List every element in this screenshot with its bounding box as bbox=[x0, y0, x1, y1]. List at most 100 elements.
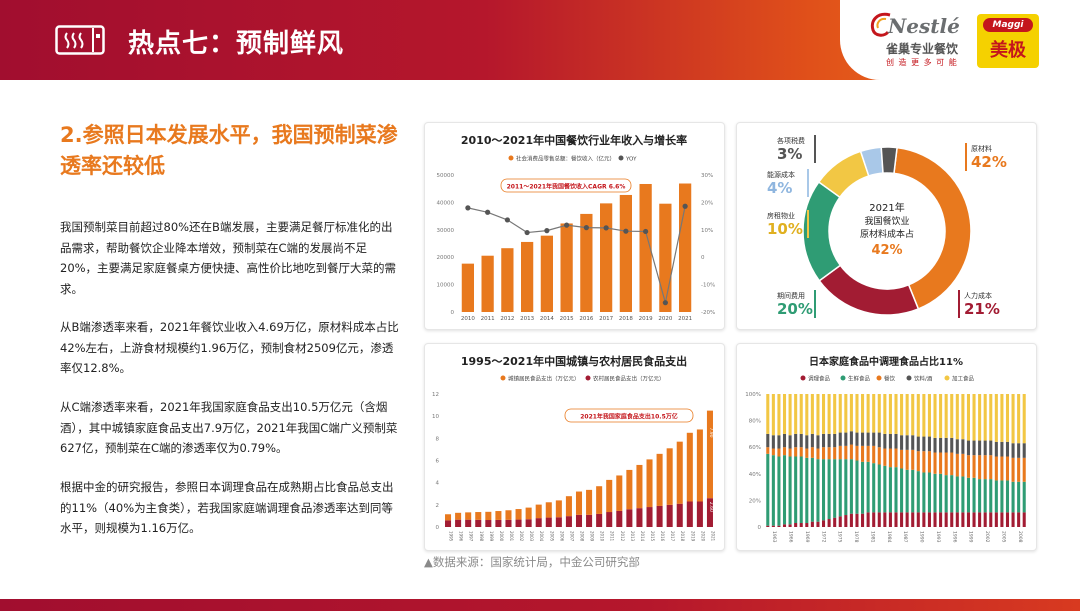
x-tick-label: 1998 bbox=[479, 531, 484, 542]
bar-segment bbox=[821, 394, 826, 434]
urban-value-label: 7.90 bbox=[708, 427, 714, 437]
bar-segment bbox=[900, 435, 904, 450]
bar-segment bbox=[788, 456, 792, 525]
bar-segment bbox=[844, 459, 848, 516]
x-tick-label: 1972 bbox=[820, 531, 826, 543]
bar-urban bbox=[586, 489, 593, 515]
bar-segment bbox=[888, 512, 892, 527]
maggi-wordmark: Maggi bbox=[983, 18, 1033, 32]
bar-segment bbox=[933, 473, 937, 513]
x-tick-label: 2021 bbox=[710, 531, 715, 542]
bar-segment bbox=[894, 394, 898, 434]
bar-segment bbox=[1017, 443, 1021, 458]
donut-slice bbox=[818, 264, 920, 316]
bar-segment bbox=[883, 394, 887, 434]
bar-urban bbox=[596, 486, 603, 514]
bar-segment bbox=[994, 456, 998, 481]
slice-value: 20% bbox=[777, 300, 813, 318]
bar-urban bbox=[565, 496, 572, 517]
bar-segment bbox=[805, 448, 809, 458]
bar-segment bbox=[1011, 443, 1015, 458]
x-tick-label: 1995 bbox=[449, 531, 454, 542]
bar-segment bbox=[777, 525, 781, 527]
microwave-icon bbox=[55, 25, 105, 55]
x-tick-label: 2017 bbox=[599, 316, 613, 322]
x-tick-label: 2018 bbox=[619, 316, 633, 322]
bar-segment bbox=[1022, 457, 1026, 482]
bar-urban bbox=[676, 441, 683, 504]
yoy-point bbox=[465, 205, 471, 211]
bar-segment bbox=[844, 432, 848, 446]
bar-segment bbox=[838, 432, 842, 446]
yoy-point bbox=[643, 228, 649, 235]
paragraph-3: 从C端渗透率来看，2021年我国家庭食品支出10.5万亿元（含烟酒），其中城镇家… bbox=[60, 400, 398, 455]
legend-label: 农村居民食品支出（万亿元） bbox=[593, 375, 665, 383]
bar-rural bbox=[565, 516, 572, 527]
revenue-growth-chart: 2010～2021年中国餐饮行业年收入与增长率 社会消费品零售总额：餐饮收入（亿… bbox=[437, 133, 716, 322]
bar-segment bbox=[950, 452, 954, 476]
bar-segment bbox=[794, 433, 798, 448]
bar-segment bbox=[866, 512, 870, 527]
bar-segment bbox=[844, 394, 848, 433]
bar-rural bbox=[475, 519, 482, 527]
bar-segment bbox=[788, 435, 792, 449]
bar-segment bbox=[916, 512, 920, 527]
bar-urban bbox=[465, 512, 472, 520]
bar-segment bbox=[872, 432, 876, 446]
bar-segment bbox=[966, 394, 971, 441]
bar-rural bbox=[606, 512, 613, 527]
bar-segment bbox=[799, 523, 803, 527]
bar-segment bbox=[905, 435, 909, 450]
bar-rural bbox=[515, 519, 522, 527]
chart-panel-food-spend: 1995～2021年中国城镇与农村居民食品支出 城镇居民食品支出（万亿元） 农村… bbox=[424, 343, 725, 551]
nestle-slogan: 创 造 更 多 可 能 bbox=[886, 58, 958, 67]
x-tick-label: 2009 bbox=[590, 531, 595, 542]
x-tick-label: 2006 bbox=[559, 531, 564, 542]
nestle-professional-label: 雀巢专业餐饮 bbox=[886, 42, 959, 56]
x-tick-label: 2001 bbox=[509, 531, 514, 542]
bar-segment bbox=[799, 433, 803, 448]
bar-revenue bbox=[679, 183, 692, 312]
bar-segment bbox=[827, 519, 831, 527]
bar-segment bbox=[1017, 481, 1021, 513]
bar-segment bbox=[994, 480, 998, 513]
bar-segment bbox=[821, 433, 826, 448]
x-tick-label: 2010 bbox=[461, 316, 475, 322]
bar-segment bbox=[771, 435, 775, 449]
bar-segment bbox=[916, 436, 920, 452]
bar-segment bbox=[950, 437, 954, 453]
yoy-point bbox=[504, 217, 510, 223]
label-marker bbox=[807, 210, 809, 238]
legend-swatch-rural bbox=[585, 375, 591, 381]
x-tick-label: 2013 bbox=[630, 531, 635, 542]
bar-segment bbox=[1000, 512, 1004, 527]
x-tick-label: 1993 bbox=[935, 531, 941, 543]
bar-segment bbox=[983, 479, 987, 513]
y-tick-label: 0 bbox=[451, 310, 455, 316]
legend-label: YOY bbox=[625, 157, 637, 163]
maggi-cn-label: 美极 bbox=[990, 40, 1026, 61]
bar-segment bbox=[933, 437, 937, 453]
bar-segment bbox=[883, 512, 887, 527]
legend-swatch bbox=[876, 375, 882, 381]
bar-segment bbox=[777, 435, 781, 449]
bar-segment bbox=[877, 394, 881, 433]
maggi-logo: Maggi 美极 bbox=[977, 14, 1039, 68]
bar-segment bbox=[771, 455, 775, 526]
bar-segment bbox=[927, 512, 931, 527]
footer-bar bbox=[0, 599, 1080, 611]
bar-revenue bbox=[461, 263, 474, 312]
bar-revenue bbox=[639, 183, 652, 312]
logo-area bbox=[840, 0, 1080, 80]
x-tick-label: 2014 bbox=[640, 531, 645, 542]
bar-segment bbox=[866, 445, 870, 462]
bar-rural bbox=[505, 519, 512, 527]
bar-segment bbox=[1005, 512, 1010, 527]
bar-rural bbox=[666, 504, 673, 527]
bar-segment bbox=[922, 451, 926, 473]
bar-segment bbox=[972, 477, 976, 513]
y-tick-label: 0 bbox=[436, 525, 440, 531]
bar-urban bbox=[656, 453, 663, 506]
x-tick-label: 1999 bbox=[968, 531, 974, 543]
x-tick-label: 1969 bbox=[804, 531, 810, 543]
